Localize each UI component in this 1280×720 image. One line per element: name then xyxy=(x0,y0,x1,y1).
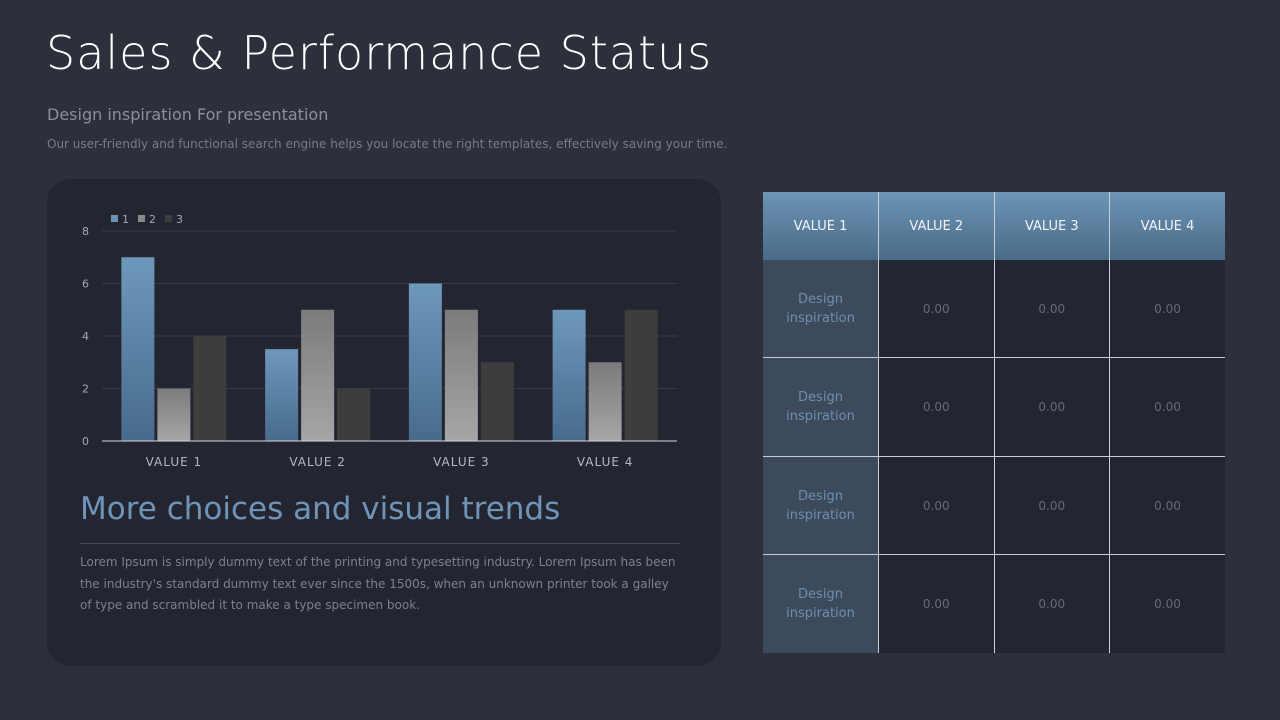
table-cell: 0.00 xyxy=(1109,260,1225,359)
page-description: Our user-friendly and functional search … xyxy=(47,137,728,151)
x-tick-label: VALUE 3 xyxy=(433,455,490,469)
row-label: Design inspiration xyxy=(763,260,879,359)
table-row: Design inspiration 0.00 0.00 0.00 xyxy=(763,357,1225,457)
x-tick-label: VALUE 1 xyxy=(146,455,203,469)
panel-heading: More choices and visual trends xyxy=(80,491,561,527)
legend-swatch xyxy=(111,215,118,222)
bar-series-1 xyxy=(121,257,155,441)
table-header-cell: VALUE 2 xyxy=(878,192,995,260)
legend-label: 1 xyxy=(122,213,129,226)
table-cell: 0.00 xyxy=(878,260,995,359)
table-cell: 0.00 xyxy=(878,357,995,457)
chart-panel: 0 2 4 6 8 VALUE 1 VALUE 2 VALUE 3 VALUE 4 1 2 3 Mo… xyxy=(47,179,721,666)
panel-body-text: Lorem Ipsum is simply dummy text of the … xyxy=(80,555,676,612)
table-cell: 0.00 xyxy=(1109,554,1225,653)
row-label: Design inspiration xyxy=(763,357,879,457)
legend-label: 2 xyxy=(149,213,156,226)
x-tick-label: VALUE 4 xyxy=(577,455,634,469)
table-cell: 0.00 xyxy=(878,456,995,556)
table-header-cell: VALUE 4 xyxy=(1109,192,1225,260)
table-cell: 0.00 xyxy=(994,554,1110,653)
y-tick-label: 6 xyxy=(82,278,89,291)
table-row: Design inspiration 0.00 0.00 0.00 xyxy=(763,456,1225,556)
table-cell: 0.00 xyxy=(994,456,1110,556)
bar-series-3 xyxy=(337,388,371,441)
legend-swatch xyxy=(165,215,172,222)
row-label: Design inspiration xyxy=(763,456,879,556)
page-subtitle: Design inspiration For presentation xyxy=(47,105,329,124)
legend-label: 3 xyxy=(176,213,183,226)
bar-series-2 xyxy=(588,362,622,441)
divider xyxy=(80,543,680,544)
x-tick-label: VALUE 2 xyxy=(289,455,346,469)
bar-series-1 xyxy=(408,283,442,441)
table-cell: 0.00 xyxy=(878,554,995,653)
bar-series-2 xyxy=(157,388,191,441)
table-cell: 0.00 xyxy=(1109,357,1225,457)
table-row: Design inspiration 0.00 0.00 0.00 xyxy=(763,554,1225,653)
table-cell: 0.00 xyxy=(994,357,1110,457)
bar-series-2 xyxy=(444,309,478,441)
table-cell: 0.00 xyxy=(994,260,1110,359)
table-header-cell: VALUE 1 xyxy=(763,192,879,260)
bar-series-1 xyxy=(265,349,299,441)
table-row: Design inspiration 0.00 0.00 0.00 xyxy=(763,260,1225,359)
bar-series-3 xyxy=(480,362,514,441)
bar-series-3 xyxy=(193,336,227,441)
bar-series-1 xyxy=(552,309,586,441)
table-header-cell: VALUE 3 xyxy=(994,192,1110,260)
bar-chart: 0 2 4 6 8 VALUE 1 VALUE 2 VALUE 3 VALUE 4 1 2 3 xyxy=(82,213,677,469)
y-tick-label: 8 xyxy=(82,225,89,238)
table-header-row: VALUE 1 VALUE 2 VALUE 3 VALUE 4 xyxy=(763,192,1225,260)
page-title: Sales & Performance Status xyxy=(46,26,713,80)
row-label: Design inspiration xyxy=(763,554,879,653)
legend-swatch xyxy=(138,215,145,222)
y-tick-label: 0 xyxy=(82,435,89,448)
y-tick-label: 2 xyxy=(82,383,89,396)
data-table: VALUE 1 VALUE 2 VALUE 3 VALUE 4 Design i… xyxy=(763,192,1225,653)
y-tick-label: 4 xyxy=(82,330,89,343)
table-cell: 0.00 xyxy=(1109,456,1225,556)
bar-series-2 xyxy=(301,309,335,441)
bar-series-3 xyxy=(624,309,658,441)
